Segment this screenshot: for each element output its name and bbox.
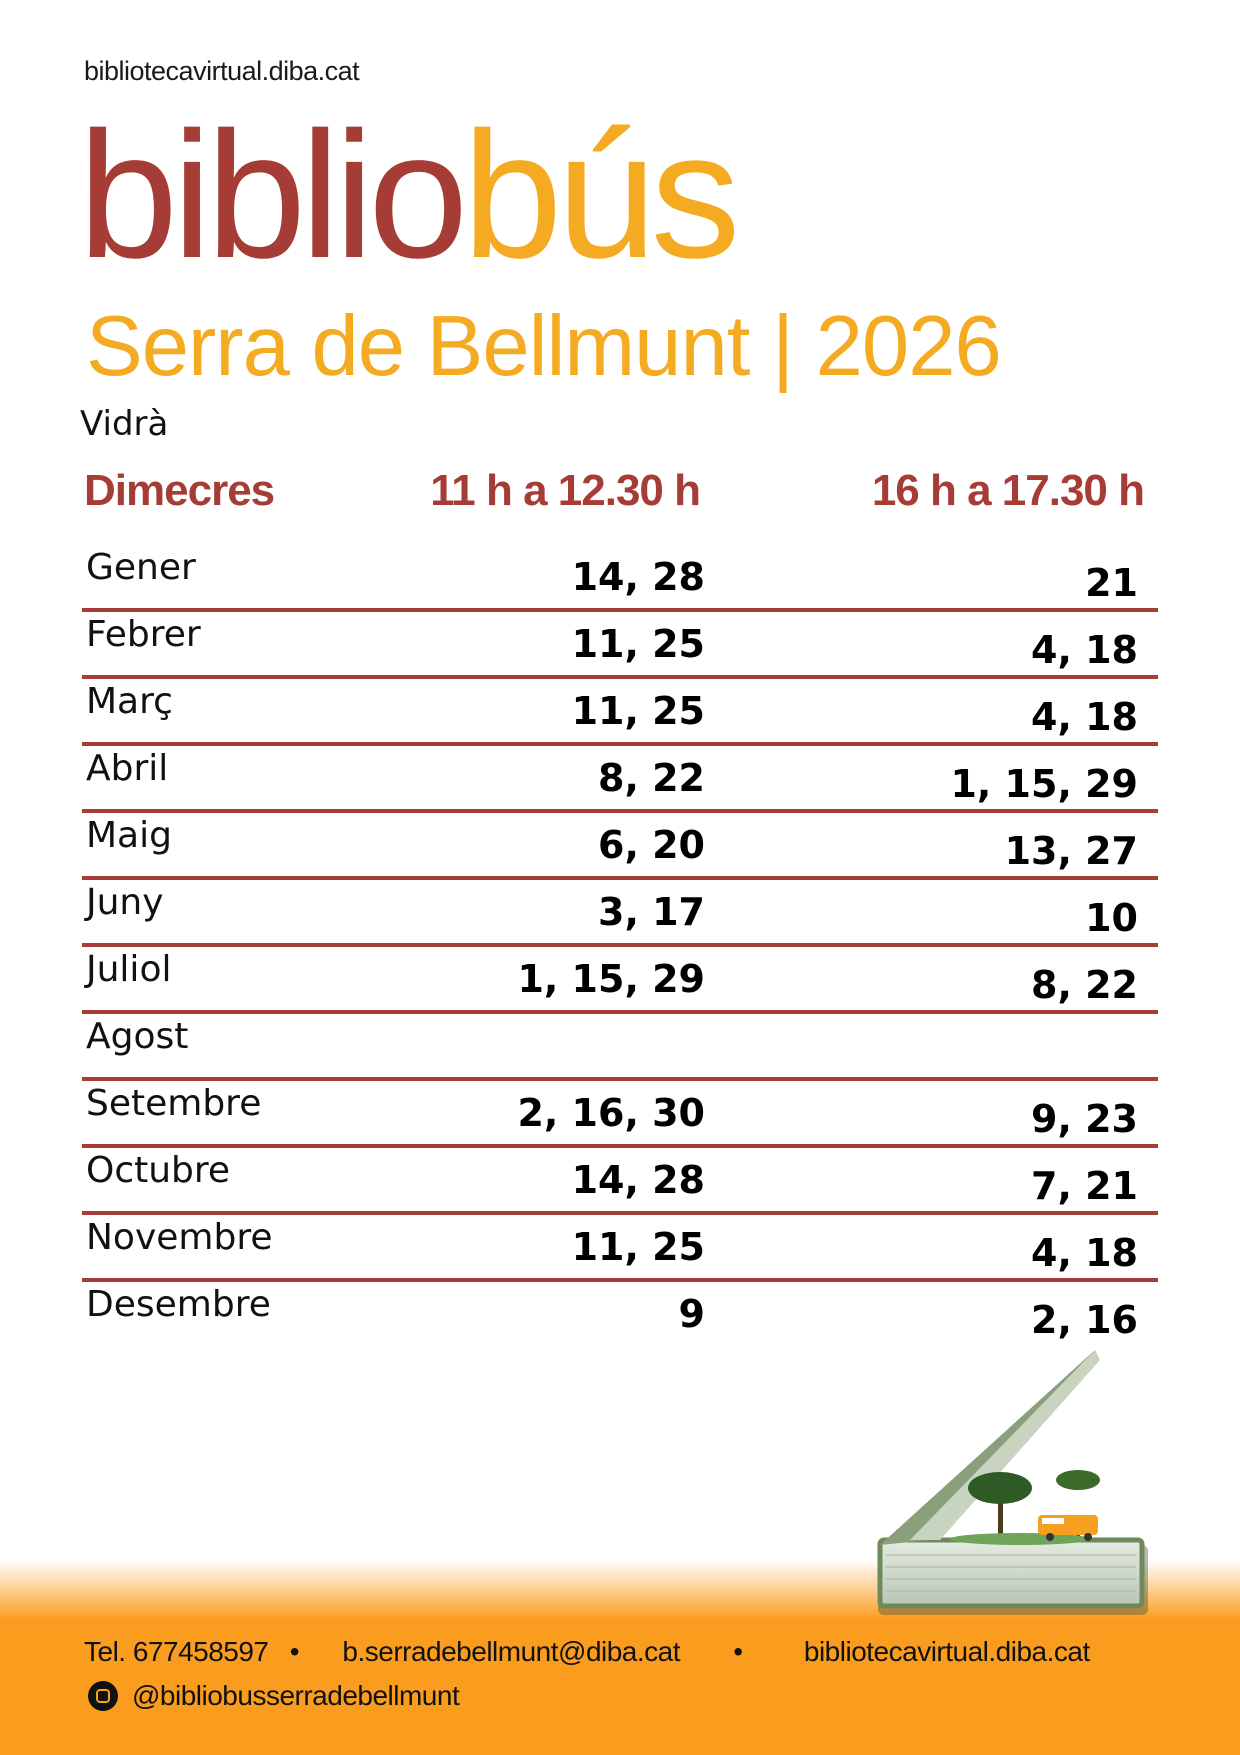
slot2-dates: 7, 21 (1031, 1164, 1138, 1208)
month-label: Octubre (86, 1150, 231, 1191)
slot2-dates: 2, 16 (1031, 1298, 1138, 1342)
month-label: Abril (86, 748, 169, 789)
month-label: Juny (86, 882, 164, 923)
month-label: Novembre (86, 1217, 273, 1258)
slot2-dates: 4, 18 (1031, 628, 1138, 672)
table-row: Novembre 11, 25 4, 18 (82, 1215, 1158, 1282)
table-row: Juny 3, 17 10 (82, 880, 1158, 947)
instagram-handle[interactable]: @bibliobusserradebellmunt (132, 1680, 460, 1711)
slot2-dates: 21 (1085, 561, 1138, 605)
title-biblio: biblio (78, 95, 468, 296)
month-label: Juliol (86, 949, 172, 990)
month-label: Setembre (86, 1083, 262, 1124)
location-label: Vidrà (80, 404, 169, 444)
table-row: Maig 6, 20 13, 27 (82, 813, 1158, 880)
slot1-header: 11 h a 12.30 h (430, 466, 701, 515)
slot2-dates: 10 (1085, 896, 1138, 940)
table-row: Febrer 11, 25 4, 18 (82, 612, 1158, 679)
email-link[interactable]: b.serradebellmunt@diba.cat (342, 1636, 681, 1667)
slot2-dates: 8, 22 (1031, 963, 1138, 1007)
slot2-dates: 4, 18 (1031, 1231, 1138, 1275)
separator-dot: • (289, 1636, 300, 1667)
table-row: Desembre 9 2, 16 (82, 1282, 1158, 1345)
slot1-dates: 8, 22 (598, 756, 705, 800)
slot1-dates: 14, 28 (571, 555, 705, 599)
website-url-top: bibliotecavirtual.diba.cat (84, 56, 360, 86)
table-row: Setembre 2, 16, 30 9, 23 (82, 1081, 1158, 1148)
slot1-dates: 11, 25 (571, 689, 705, 733)
month-label: Desembre (86, 1284, 271, 1325)
table-row: Octubre 14, 28 7, 21 (82, 1148, 1158, 1215)
website-link[interactable]: bibliotecavirtual.diba.cat (803, 1636, 1090, 1667)
slot2-dates: 4, 18 (1031, 695, 1138, 739)
month-label: Febrer (86, 614, 201, 655)
phone-number[interactable]: Tel. 677458597 (84, 1636, 269, 1667)
table-row: Març 11, 25 4, 18 (82, 679, 1158, 746)
table-row: Juliol 1, 15, 29 8, 22 (82, 947, 1158, 1014)
slot1-dates: 11, 25 (571, 622, 705, 666)
table-row: Abril 8, 22 1, 15, 29 (82, 746, 1158, 813)
month-label: Agost (86, 1016, 189, 1057)
schedule-table: Gener 14, 28 21 Febrer 11, 25 4, 18 Març 11, 25… (82, 545, 1158, 1345)
slot2-dates: 1, 15, 29 (950, 762, 1138, 806)
social-line: @bibliobusserradebellmunt (88, 1680, 460, 1712)
tree-icon (968, 1472, 1032, 1540)
slot1-dates: 6, 20 (598, 823, 705, 867)
instagram-icon (88, 1681, 118, 1711)
month-label: Maig (86, 815, 172, 856)
day-header: Dimecres (84, 466, 275, 515)
subtitle: Serra de Bellmunt | 2026 (86, 299, 1002, 394)
slot2-dates: 13, 27 (1004, 829, 1138, 873)
bus-icon (1038, 1515, 1098, 1541)
bibliobus-title: bibliobús (78, 92, 741, 299)
table-row: Agost (82, 1014, 1158, 1081)
book-illustration (877, 1350, 1148, 1615)
title-bus: bús (462, 95, 740, 296)
table-row: Gener 14, 28 21 (82, 545, 1158, 612)
month-label: Gener (86, 547, 196, 588)
slot2-dates: 9, 23 (1031, 1097, 1138, 1141)
separator-dot: • (733, 1636, 743, 1667)
month-label: Març (86, 681, 173, 722)
slot1-dates: 1, 15, 29 (517, 957, 705, 1001)
slot1-dates: 2, 16, 30 (517, 1091, 705, 1135)
slot2-header: 16 h a 17.30 h (871, 466, 1145, 515)
slot1-dates: 9 (678, 1292, 705, 1336)
slot1-dates: 11, 25 (571, 1225, 705, 1269)
slot1-dates: 14, 28 (571, 1158, 705, 1202)
contact-line: Tel. 677458597 • b.serradebellmunt@diba.… (84, 1636, 1090, 1668)
slot1-dates: 3, 17 (598, 890, 705, 934)
